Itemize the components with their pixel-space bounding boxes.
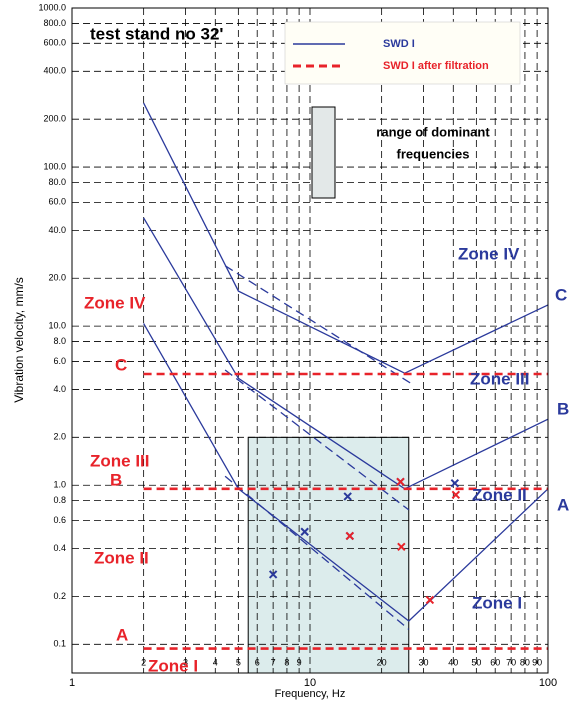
x-tick-label: 2 (141, 657, 146, 667)
y-tick-label: 0.6 (53, 515, 66, 525)
x-tick-label: 1 (69, 677, 75, 689)
zone-annotation: Zone III (470, 369, 530, 388)
background-layer (247, 436, 410, 674)
legend-label: SWD I (383, 38, 415, 50)
point-marker (425, 595, 435, 605)
y-tick-label: 0.4 (53, 543, 66, 553)
y-tick-label: 10.0 (48, 321, 66, 331)
point-marker (397, 542, 406, 552)
zone-annotation: C (555, 285, 567, 304)
plot-border (71, 7, 549, 674)
x-axis-title: Frequency, Hz (275, 688, 346, 700)
point-marker (451, 490, 461, 500)
y-tick-label: 4.0 (53, 384, 66, 394)
dashed-boundary-line (224, 369, 410, 511)
x-tick-label: 3 (183, 657, 188, 667)
y-tick-label: 200.0 (43, 114, 66, 124)
legend-box (284, 21, 521, 85)
x-tick-label: 80 (520, 657, 530, 667)
y-tick-label: 80.0 (48, 177, 66, 187)
y-tick-label: 1.0 (53, 480, 66, 490)
zone-annotation: A (116, 625, 128, 644)
dominant-range-swatch (311, 106, 336, 199)
zone-annotation: B (110, 470, 122, 489)
x-tick-label: 100 (539, 677, 557, 689)
y-tick-label: 100.0 (43, 161, 66, 171)
x-tick-label: 30 (419, 657, 429, 667)
zone-boundary-line (143, 323, 549, 622)
x-tick-label: 5 (236, 657, 241, 667)
zone-annotation: Zone II (472, 485, 527, 504)
highlight-region (247, 436, 410, 674)
y-tick-label: 0.2 (53, 591, 66, 601)
x-tick-label: 90 (532, 657, 542, 667)
zone-annotation: C (115, 355, 127, 374)
zone-annotation: Zone III (90, 451, 150, 470)
zone-annotation: A (557, 495, 569, 514)
zone-annotation: B (557, 399, 569, 418)
y-tick-label: 400.0 (43, 66, 66, 76)
x-tick-label: 9 (297, 657, 302, 667)
x-tick-label: 50 (471, 657, 481, 667)
dashed-boundary-line (224, 265, 414, 386)
zone-annotation: Zone I (148, 656, 198, 675)
y-axis-title: Vibration velocity, mm/s (12, 277, 26, 403)
chart-title: test stand no 32' (90, 24, 223, 43)
x-tick-label: 7 (271, 657, 276, 667)
dashed-boundary-line (224, 475, 410, 630)
x-tick-label: 60 (490, 657, 500, 667)
y-tick-label: 1000.0 (38, 2, 66, 12)
y-tick-label: 6.0 (53, 356, 66, 366)
x-tick-label: 6 (255, 657, 260, 667)
y-tick-label: 40.0 (48, 225, 66, 235)
zone-boundary-line (143, 102, 549, 374)
y-tick-label: 800.0 (43, 18, 66, 28)
point-marker (396, 477, 405, 487)
x-tick-label: 70 (506, 657, 516, 667)
point-marker (343, 492, 352, 501)
y-tick-label: 8.0 (53, 336, 66, 346)
x-tick-label: 10 (304, 677, 316, 689)
x-tick-label: 4 (213, 657, 218, 667)
y-tick-label: 2.0 (53, 432, 66, 442)
point-marker (300, 527, 309, 536)
legend-label: SWD I after filtration (383, 60, 489, 72)
y-tick-label: 20.0 (48, 273, 66, 283)
dominant-range-label: frequencies (397, 146, 470, 161)
x-tick-label: 20 (377, 657, 387, 667)
y-tick-label: 600.0 (43, 38, 66, 48)
x-tick-label: 8 (284, 657, 289, 667)
point-marker (268, 570, 278, 579)
marks-layer (143, 102, 549, 650)
y-tick-label: 0.1 (53, 639, 66, 649)
dominant-range-label: range of dominant (376, 124, 490, 139)
zone-annotation: Zone I (472, 593, 522, 612)
zone-boundary-line (143, 217, 549, 490)
point-marker (450, 478, 460, 488)
zone-annotation: Zone II (94, 548, 149, 567)
zone-annotation: Zone IV (458, 244, 520, 263)
y-tick-label: 60.0 (48, 197, 66, 207)
y-tick-label: 0.8 (53, 495, 66, 505)
zone-annotation: Zone IV (84, 293, 146, 312)
grid-layer (72, 7, 548, 673)
x-tick-label: 40 (448, 657, 458, 667)
point-marker (345, 531, 355, 541)
